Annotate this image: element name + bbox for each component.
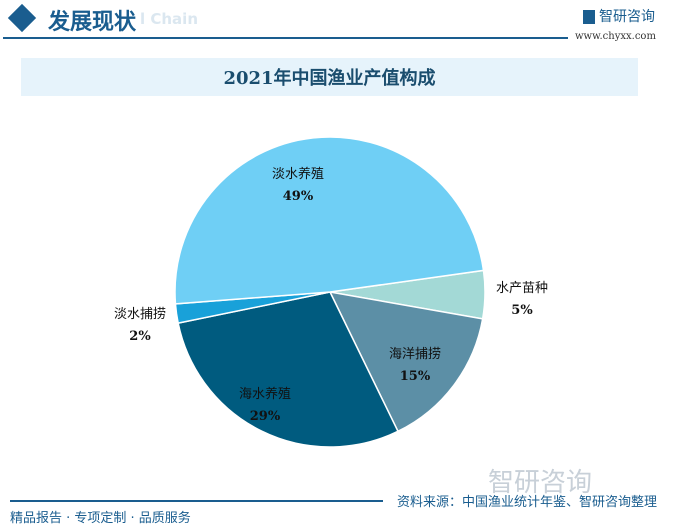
slice-name-label: 淡水捕捞 [114,306,166,322]
slice-percent-label: 29% [250,409,281,424]
data-source: 资料来源：中国渔业统计年鉴、智研咨询整理 [397,495,658,510]
slice-percent-label: 2% [129,329,151,344]
slice-percent-label: 15% [400,369,431,384]
slice-percent-label: 5% [511,303,533,318]
pie-slice-2 [177,291,399,448]
site-url: www.chyxx.com [575,31,656,42]
chart-title: 2021年中国渔业产值构成 [21,58,638,96]
pie-slice-1 [328,291,484,433]
slice-name-label: 海水养殖 [239,386,291,402]
header-divider [3,37,568,39]
header-ghost-text: l Chain [140,10,198,28]
section-title: 发展现状 [48,9,137,35]
slice-name-label: 淡水养殖 [272,166,324,182]
watermark-logo: 智研咨询 [488,468,593,498]
brand-logo: 智研咨询 [583,6,655,26]
slice-name-label: 海洋捕捞 [389,346,441,362]
logo-text: 智研咨询 [599,9,655,25]
slice-percent-label: 49% [283,189,314,204]
logo-icon [583,10,595,24]
footer-slogan: 精品报告 · 专项定制 · 品质服务 [10,511,191,526]
footer-divider [10,500,383,502]
slice-name-label: 水产苗种 [496,281,548,296]
pie-slice-4 [174,136,485,305]
